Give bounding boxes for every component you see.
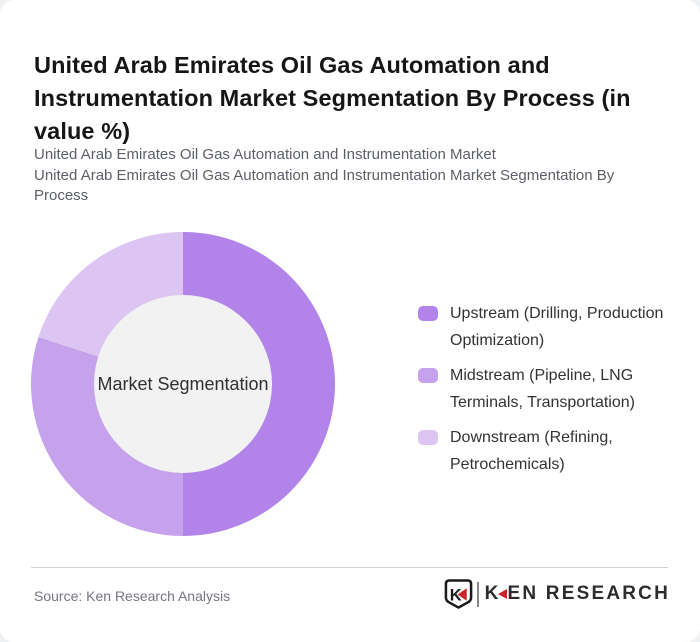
subtitle-line-1: United Arab Emirates Oil Gas Automation … xyxy=(34,146,496,163)
donut-chart: Market Segmentation xyxy=(31,232,335,536)
logo-wordmark-rest: EN RESEARCH xyxy=(507,583,670,604)
chart-subtitle: United Arab Emirates Oil Gas Automation … xyxy=(34,145,638,207)
svg-text:K: K xyxy=(449,586,461,604)
subtitle-line-2: United Arab Emirates Oil Gas Automation … xyxy=(34,166,615,205)
legend-swatch xyxy=(418,430,438,445)
legend-item-midstream[interactable]: Midstream (Pipeline, LNG Terminals, Tran… xyxy=(418,362,686,416)
footer-divider xyxy=(31,567,668,568)
logo-wordmark-k: K xyxy=(484,583,501,604)
legend-swatch xyxy=(418,368,438,383)
source-text: Source: Ken Research Analysis xyxy=(34,588,231,604)
logo-red-triangle-icon xyxy=(497,589,507,599)
logo-separator xyxy=(476,581,479,607)
ken-research-shield-k-icon: K xyxy=(444,579,472,609)
legend: Upstream (Drilling, Production Optimizat… xyxy=(418,300,686,486)
ken-research-logo: K K EN RESEARCH xyxy=(444,579,670,609)
legend-item-downstream[interactable]: Downstream (Refining, Petrochemicals) xyxy=(418,424,686,478)
legend-label: Downstream (Refining, Petrochemicals) xyxy=(450,429,613,473)
page-title: United Arab Emirates Oil Gas Automation … xyxy=(34,51,631,144)
donut-svg xyxy=(31,232,335,536)
logo-wordmark: K EN RESEARCH xyxy=(485,583,670,605)
legend-label: Midstream (Pipeline, LNG Terminals, Tran… xyxy=(450,367,635,411)
donut-hole xyxy=(94,295,272,473)
legend-item-upstream[interactable]: Upstream (Drilling, Production Optimizat… xyxy=(418,300,686,354)
legend-label: Upstream (Drilling, Production Optimizat… xyxy=(450,305,664,349)
legend-swatch xyxy=(418,306,438,321)
